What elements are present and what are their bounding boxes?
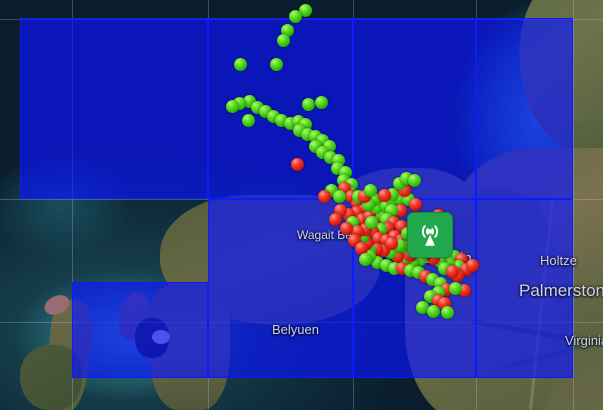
measurement-marker-alert[interactable] <box>290 157 304 171</box>
measurement-marker-ok[interactable] <box>298 3 312 17</box>
measurement-marker-ok[interactable] <box>288 9 302 23</box>
measurement-marker-ok[interactable] <box>301 97 315 111</box>
tile-sw[interactable] <box>72 282 208 378</box>
measurement-marker-alert[interactable] <box>339 221 353 235</box>
measurement-marker-alert[interactable] <box>317 189 331 203</box>
measurement-marker-ok[interactable] <box>358 252 372 266</box>
measurement-marker-ok[interactable] <box>426 304 440 318</box>
tile-c1[interactable] <box>208 199 353 378</box>
measurement-marker-alert[interactable] <box>465 258 479 272</box>
measurement-marker-alert[interactable] <box>377 188 391 202</box>
measurement-marker-ok[interactable] <box>332 189 346 203</box>
measurement-marker-alert[interactable] <box>408 197 422 211</box>
measurement-marker-ok[interactable] <box>407 173 421 187</box>
measurement-marker-ok[interactable] <box>276 33 290 47</box>
measurement-marker-ok[interactable] <box>448 281 462 295</box>
island-west-b <box>20 345 82 410</box>
tile-nw[interactable] <box>20 18 208 199</box>
measurement-marker-ok[interactable] <box>241 113 255 127</box>
measurement-marker-alert[interactable] <box>328 212 342 226</box>
measurement-marker-ok[interactable] <box>233 57 247 71</box>
measurement-marker-ok[interactable] <box>415 300 429 314</box>
measurement-marker-ok[interactable] <box>280 23 294 37</box>
measurement-marker-ok[interactable] <box>440 305 454 319</box>
tile-n3[interactable] <box>476 18 573 199</box>
broadcast-tower-marker[interactable] <box>407 212 453 258</box>
tile-n2[interactable] <box>353 18 476 199</box>
measurement-marker-alert[interactable] <box>384 236 398 250</box>
measurement-marker-ok[interactable] <box>269 57 283 71</box>
graticule-meridian-0 <box>72 0 73 410</box>
broadcast-tower-icon <box>422 225 438 246</box>
measurement-marker-alert[interactable] <box>445 264 459 278</box>
tile-c3[interactable] <box>476 199 573 378</box>
measurement-marker-alert[interactable] <box>354 241 368 255</box>
measurement-marker-ok[interactable] <box>364 215 378 229</box>
measurement-marker-ok[interactable] <box>314 95 328 109</box>
measurement-marker-ok[interactable] <box>225 99 239 113</box>
measurement-marker-ok[interactable] <box>363 183 377 197</box>
graticule-meridian-4 <box>573 0 574 410</box>
